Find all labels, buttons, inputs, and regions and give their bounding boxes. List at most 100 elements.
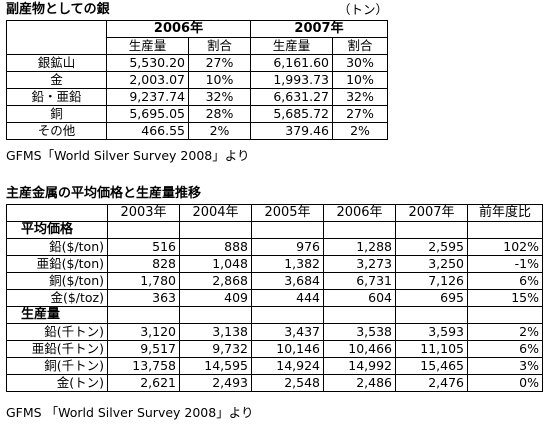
empty-cell [395, 221, 468, 239]
table-row: 銅($/ton) 1,780 2,868 3,684 6,731 7,126 6… [6, 272, 543, 290]
row-label: 銅($/ton) [6, 272, 108, 290]
table1-subheader: 生産量 [250, 37, 333, 55]
table1-year-2007: 2007年 [250, 20, 388, 38]
row-label: 鉛(千トン) [6, 323, 108, 341]
cell-value: 3% [467, 357, 543, 375]
table1-year-2006: 2006年 [106, 20, 251, 38]
table-row: 鉛・亜鉛 9,237.74 32% 6,631.27 32% [6, 88, 388, 106]
table1-unit: （トン） [338, 2, 389, 17]
cell-value: 6% [467, 272, 543, 290]
cell-value: 7,126 [395, 272, 468, 290]
table1-subheader: 割合 [188, 37, 251, 55]
cell-value: 6% [467, 340, 543, 358]
table-row: 亜鉛($/ton) 828 1,048 1,382 3,273 3,250 -1… [6, 255, 543, 273]
table2-header: 2005年 [251, 204, 324, 222]
cell-value: 1,048 [179, 255, 252, 273]
empty-cell [323, 221, 396, 239]
cell-value: 3,684 [251, 272, 324, 290]
cell-value: 2% [332, 122, 388, 140]
cell-value: 1,382 [251, 255, 324, 273]
empty-cell [467, 306, 543, 324]
row-label: 鉛($/ton) [6, 238, 108, 256]
cell-value: 27% [332, 105, 388, 123]
table1-subheader: 割合 [332, 37, 388, 55]
cell-value: 695 [395, 289, 468, 307]
cell-value: 32% [332, 88, 388, 106]
table-row: 金($/toz) 363 409 444 604 695 15% [6, 289, 543, 307]
cell-value: 828 [107, 255, 180, 273]
cell-value: 3,138 [179, 323, 252, 341]
cell-value: 2,868 [179, 272, 252, 290]
cell-value: 1,993.73 [250, 71, 333, 89]
cell-value: 2,476 [395, 374, 468, 392]
metal-price-production-table: 2003年 2004年 2005年 2006年 2007年 前年度比 平均価格 … [6, 204, 543, 392]
cell-value: 6,631.27 [250, 88, 333, 106]
table-row: 鉛($/ton) 516 888 976 1,288 2,595 102% [6, 238, 543, 256]
cell-value: 604 [323, 289, 396, 307]
byproduct-silver-table: 2006年 2007年 生産量 割合 生産量 割合 銀鉱山 5,530.20 2… [6, 20, 388, 140]
table-row: 金 2,003.07 10% 1,993.73 10% [6, 71, 388, 89]
cell-value: 466.55 [106, 122, 189, 140]
row-label: 亜鉛(千トン) [6, 340, 108, 358]
cell-value: 2% [188, 122, 251, 140]
cell-value: 5,685.72 [250, 105, 333, 123]
cell-value: 0% [467, 374, 543, 392]
row-label: 金 [6, 71, 107, 89]
cell-value: 409 [179, 289, 252, 307]
cell-value: -1% [467, 255, 543, 273]
cell-value: 2% [467, 323, 543, 341]
cell-value: 28% [188, 105, 251, 123]
cell-value: 9,237.74 [106, 88, 189, 106]
table-row: 金(トン) 2,621 2,493 2,548 2,486 2,476 0% [6, 374, 543, 392]
cell-value: 1,780 [107, 272, 180, 290]
empty-cell [467, 221, 543, 239]
table2-header: 2004年 [179, 204, 252, 222]
cell-value: 15,465 [395, 357, 468, 375]
table-row: 銅 5,695.05 28% 5,685.72 27% [6, 105, 388, 123]
cell-value: 9,732 [179, 340, 252, 358]
table-row: 銅(千トン) 13,758 14,595 14,924 14,992 15,46… [6, 357, 543, 375]
cell-value: 30% [332, 54, 388, 72]
cell-value: 6,731 [323, 272, 396, 290]
cell-value: 14,595 [179, 357, 252, 375]
cell-value: 3,250 [395, 255, 468, 273]
cell-value: 444 [251, 289, 324, 307]
table1-title: 副産物としての銀 [6, 2, 110, 17]
table2-source: GFMS 「World Silver Survey 2008」より [6, 405, 254, 420]
empty-cell [251, 306, 324, 324]
row-label: その他 [6, 122, 107, 140]
cell-value: 9,517 [107, 340, 180, 358]
cell-value: 13,758 [107, 357, 180, 375]
row-label: 亜鉛($/ton) [6, 255, 108, 273]
cell-value: 3,273 [323, 255, 396, 273]
cell-value: 11,105 [395, 340, 468, 358]
cell-value: 10,146 [251, 340, 324, 358]
cell-value: 10% [188, 71, 251, 89]
empty-cell [107, 221, 180, 239]
row-label: 銅 [6, 105, 107, 123]
section-label-average-price: 平均価格 [6, 221, 108, 239]
cell-value: 102% [467, 238, 543, 256]
empty-cell [395, 306, 468, 324]
cell-value: 2,486 [323, 374, 396, 392]
table2-header: 2006年 [323, 204, 396, 222]
cell-value: 5,530.20 [106, 54, 189, 72]
cell-value: 6,161.60 [250, 54, 333, 72]
cell-value: 14,992 [323, 357, 396, 375]
table-row: 銀鉱山 5,530.20 27% 6,161.60 30% [6, 54, 388, 72]
cell-value: 2,621 [107, 374, 180, 392]
table1-source: GFMS「World Silver Survey 2008」より [6, 148, 250, 163]
section-label-production: 生産量 [6, 306, 108, 324]
cell-value: 3,538 [323, 323, 396, 341]
table1-corner [6, 20, 107, 55]
table2-header: 前年度比 [467, 204, 543, 222]
cell-value: 1,288 [323, 238, 396, 256]
table2-title: 主産金属の平均価格と生産量推移 [6, 186, 202, 201]
cell-value: 15% [467, 289, 543, 307]
cell-value: 363 [107, 289, 180, 307]
cell-value: 2,595 [395, 238, 468, 256]
empty-cell [107, 306, 180, 324]
empty-cell [251, 221, 324, 239]
cell-value: 976 [251, 238, 324, 256]
cell-value: 10% [332, 71, 388, 89]
